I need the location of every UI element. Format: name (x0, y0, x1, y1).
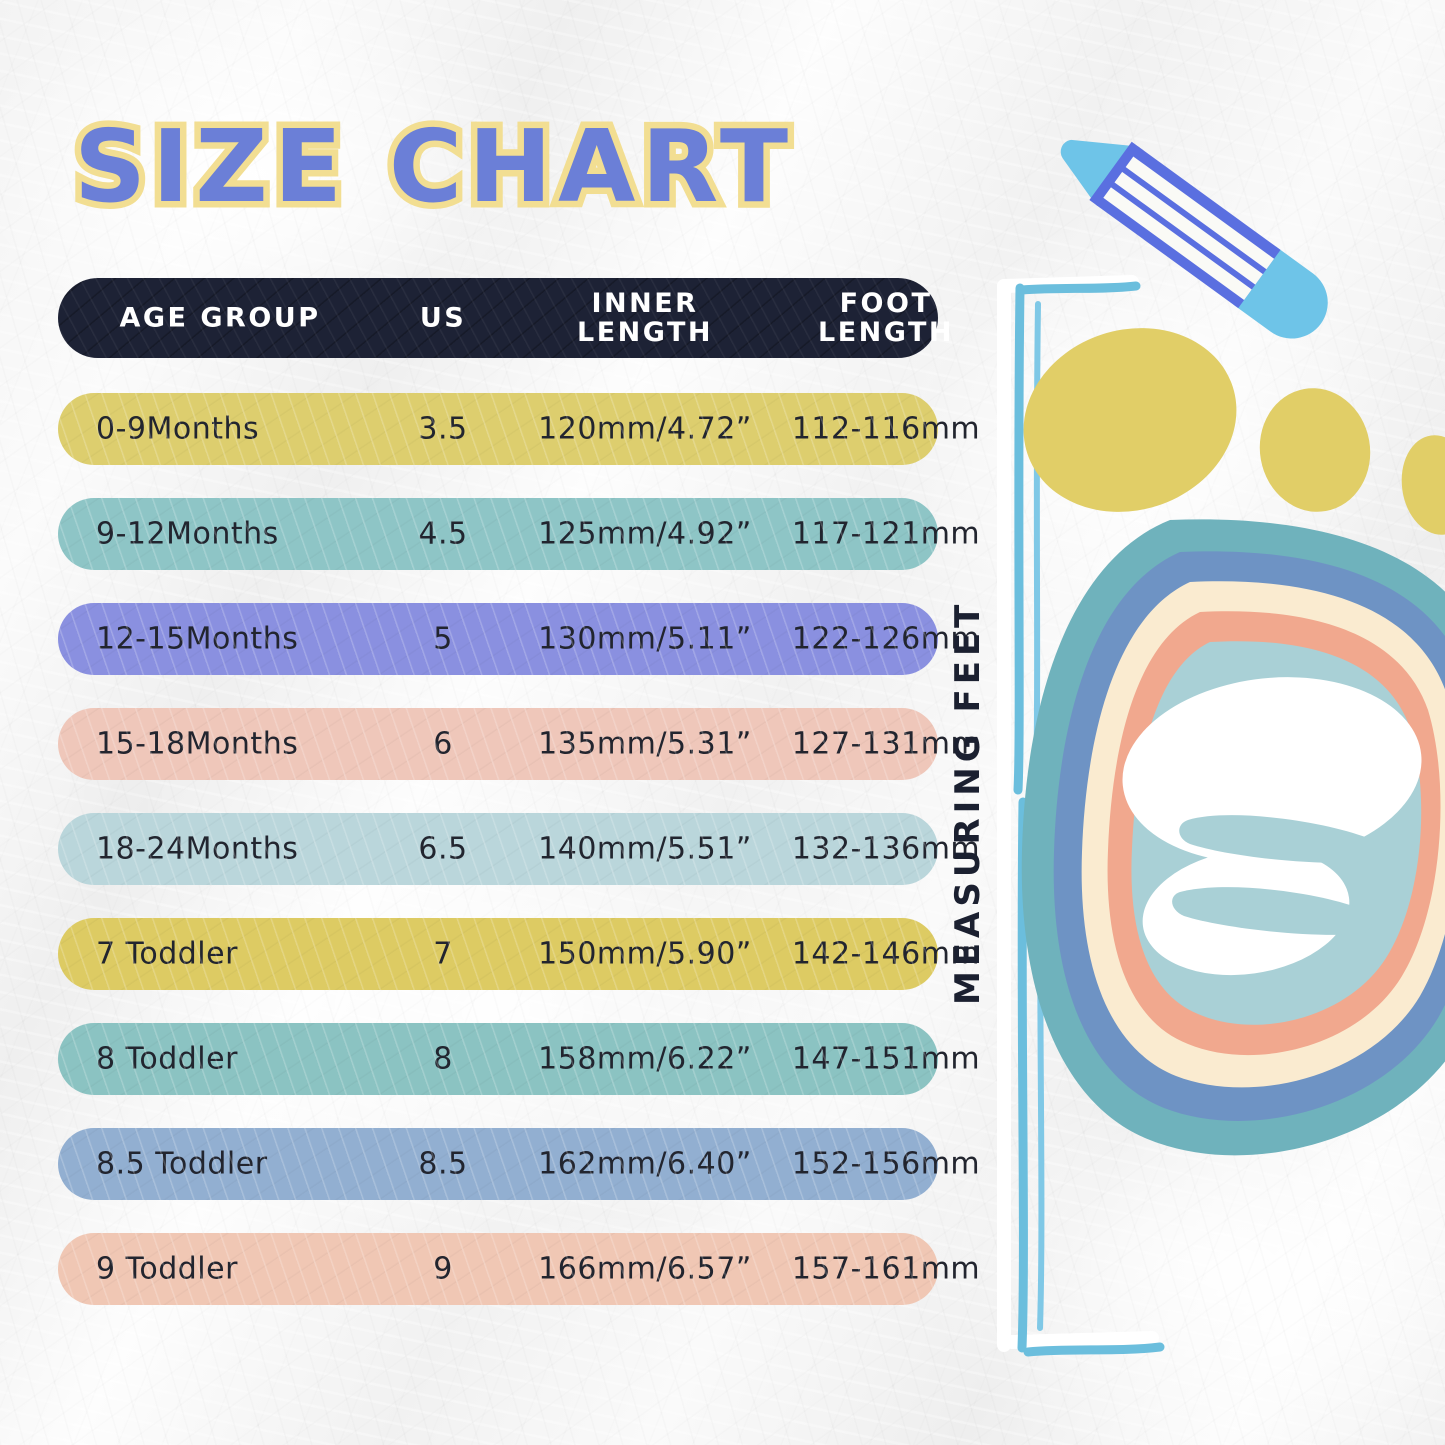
table-body: 0-9Months 3.5 120mm/4.72” 112-116mm 9-12Mont… (58, 393, 980, 1305)
cell-age-group: 8 Toddler (96, 1041, 238, 1077)
table-row: 15-18Months 6 135mm/5.31” 127-131mm (58, 708, 980, 780)
cell-us-size: 7 (433, 936, 453, 972)
table-row: 8.5 Toddler 8.5 162mm/6.40” 152-156mm (58, 1128, 980, 1200)
cell-foot-length: 132-136mm (791, 831, 981, 867)
cell-foot-length: 147-151mm (791, 1041, 981, 1077)
column-header-foot-length: FOOT LENGTH (780, 289, 992, 347)
cell-inner-length: 130mm/5.11” (538, 621, 752, 657)
table-row: 0-9Months 3.5 120mm/4.72” 112-116mm (58, 393, 980, 465)
pencil-collar (1089, 141, 1140, 206)
table-header-row: AGE GROUP US INNER LENGTH FOOT LENGTH (58, 278, 951, 358)
cell-foot-length: 127-131mm (791, 726, 981, 762)
column-header-inner-length-line1: INNER (591, 287, 699, 319)
cell-inner-length: 120mm/4.72” (538, 411, 752, 447)
pencil-icon (1060, 139, 1328, 339)
cell-foot-length: 112-116mm (791, 411, 981, 447)
table-row: 18-24Months 6.5 140mm/5.51” 132-136mm (58, 813, 980, 885)
cell-inner-length: 125mm/4.92” (538, 516, 752, 552)
column-header-us: US (419, 302, 467, 334)
cell-age-group: 9 Toddler (96, 1251, 238, 1287)
yellow-ellipse-large (1023, 328, 1237, 512)
yellow-ellipse-decorations (1023, 328, 1445, 535)
cell-us-size: 3.5 (418, 411, 468, 447)
cell-inner-length: 140mm/5.51” (538, 831, 752, 867)
cell-age-group: 15-18Months (96, 726, 299, 762)
cell-inner-length: 166mm/6.57” (538, 1251, 752, 1287)
cell-us-size: 8 (433, 1041, 453, 1077)
cell-us-size: 4.5 (418, 516, 468, 552)
cell-age-group: 0-9Months (96, 411, 260, 447)
cell-foot-length: 122-126mm (791, 621, 981, 657)
cell-us-size: 9 (433, 1251, 453, 1287)
cell-us-size: 8.5 (418, 1146, 468, 1182)
measuring-illustration (960, 90, 1445, 1400)
table-row: 9 Toddler 9 166mm/6.57” 157-161mm (58, 1233, 980, 1305)
cell-foot-length: 152-156mm (791, 1146, 981, 1182)
cell-us-size: 6 (433, 726, 453, 762)
cell-us-size: 5 (433, 621, 453, 657)
cell-inner-length: 135mm/5.31” (538, 726, 752, 762)
page-title: SIZE CHART (67, 105, 795, 228)
cell-age-group: 7 Toddler (96, 936, 238, 972)
foot-silhouette (1122, 677, 1422, 976)
cell-age-group: 8.5 Toddler (96, 1146, 268, 1182)
cell-foot-length: 157-161mm (791, 1251, 981, 1287)
column-header-foot-length-line2: LENGTH (818, 317, 954, 348)
cell-inner-length: 158mm/6.22” (538, 1041, 752, 1077)
cell-foot-length: 117-121mm (791, 516, 981, 552)
column-header-inner-length: INNER LENGTH (510, 289, 780, 347)
yellow-ellipse-medium (1259, 388, 1371, 512)
column-header-inner-length-line2: LENGTH (577, 317, 713, 348)
foot-outline-icon (1021, 519, 1445, 1156)
cell-age-group: 12-15Months (96, 621, 299, 657)
cell-age-group: 18-24Months (96, 831, 299, 867)
pencil-stripe-1 (1124, 155, 1275, 270)
measuring-feet-caption: MEASURING FEET (948, 599, 988, 1005)
column-header-age-group: AGE GROUP (119, 302, 321, 334)
pencil-tip (1060, 139, 1139, 205)
table-row: 7 Toddler 7 150mm/5.90” 142-146mm (58, 918, 980, 990)
yellow-ellipse-small (1401, 435, 1445, 535)
cell-inner-length: 162mm/6.40” (538, 1146, 752, 1182)
column-header-foot-length-line1: FOOT (839, 287, 933, 319)
table-row: 12-15Months 5 130mm/5.11” 122-126mm (58, 603, 980, 675)
cell-age-group: 9-12Months (96, 516, 279, 552)
table-row: 9-12Months 4.5 125mm/4.92” 117-121mm (58, 498, 980, 570)
illustration-svg (997, 139, 1445, 1357)
cell-us-size: 6.5 (418, 831, 468, 867)
pencil-stripe-2 (1112, 170, 1263, 285)
pencil-eraser (1233, 246, 1328, 339)
size-chart-table: AGE GROUP US INNER LENGTH FOOT LENGTH 0-… (58, 278, 980, 1338)
cell-foot-length: 142-146mm (791, 936, 981, 972)
pencil-stripe-3 (1101, 186, 1252, 301)
table-row: 8 Toddler 8 158mm/6.22” 147-151mm (58, 1023, 980, 1095)
cell-inner-length: 150mm/5.90” (538, 936, 752, 972)
